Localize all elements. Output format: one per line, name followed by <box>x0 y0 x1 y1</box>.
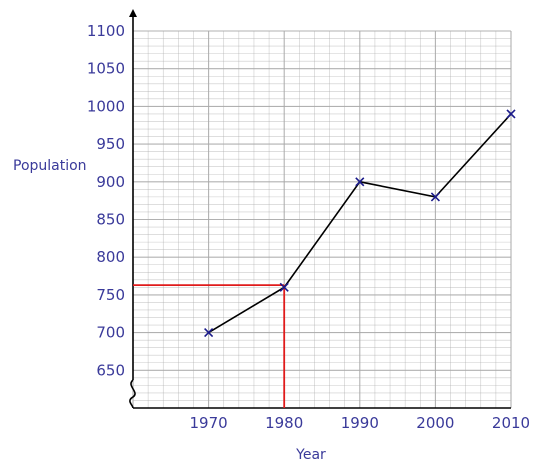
x-tick-label: 1990 <box>341 414 379 432</box>
y-axis-arrowhead <box>129 9 137 17</box>
y-tick-label: 750 <box>96 286 125 304</box>
y-tick-label: 950 <box>96 135 125 153</box>
y-tick-label: 650 <box>96 361 125 379</box>
y-tick-label: 800 <box>96 248 125 266</box>
y-tick-label: 1100 <box>87 22 125 40</box>
x-axis-title: Year <box>295 447 326 463</box>
data-markers <box>204 109 516 338</box>
y-tick-label: 1000 <box>87 97 125 115</box>
y-tick-label: 900 <box>96 173 125 191</box>
y-axis-break <box>129 379 136 409</box>
data-point-marker <box>279 282 289 292</box>
y-tick-label: 1050 <box>87 60 125 78</box>
data-point-marker <box>430 192 440 202</box>
y-tick-label: 850 <box>96 211 125 229</box>
axes <box>129 9 511 409</box>
data-point-marker <box>204 328 214 338</box>
x-tick-label: 2010 <box>492 414 530 432</box>
x-tick-labels: 1970 1980 1990 2000 2010 <box>190 414 531 432</box>
y-tick-labels: 650 700 750 800 850 900 950 1000 1050 1100 <box>87 22 125 379</box>
x-tick-label: 1980 <box>265 414 303 432</box>
x-tick-label: 2000 <box>416 414 454 432</box>
y-axis-title: Population <box>13 158 87 174</box>
major-grid <box>132 30 512 409</box>
data-point-marker <box>506 109 516 119</box>
data-point-marker <box>355 177 365 187</box>
y-tick-label: 700 <box>96 324 125 342</box>
x-tick-label: 1970 <box>190 414 228 432</box>
reading-guides <box>133 284 286 408</box>
